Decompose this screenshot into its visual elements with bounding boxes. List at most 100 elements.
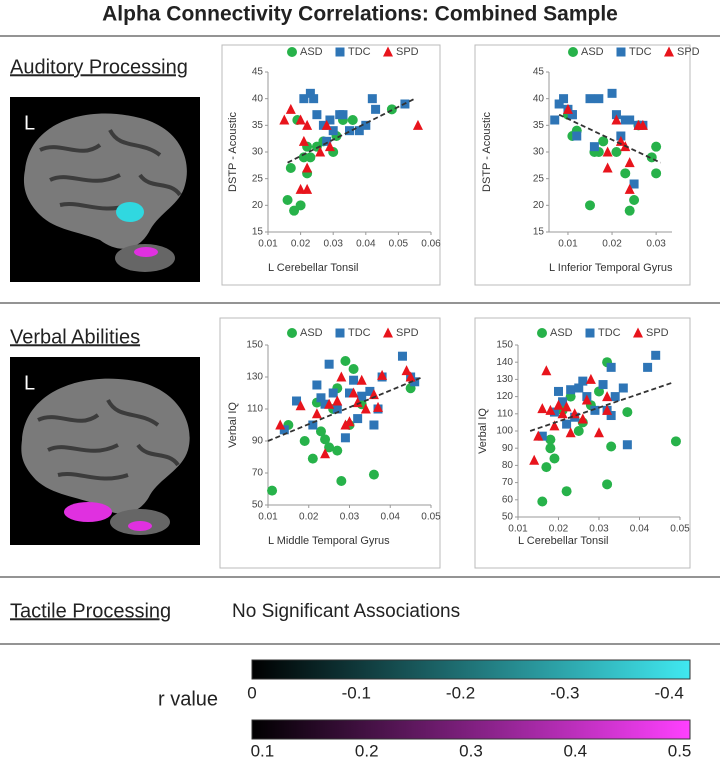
point [585, 373, 596, 384]
legend-marker [568, 47, 578, 57]
y-tick-label: 35 [252, 120, 264, 131]
legend-label: ASD [300, 327, 323, 339]
y-tick-label: 50 [252, 500, 264, 511]
point [316, 393, 326, 403]
section-label: Verbal Abilities [10, 326, 140, 348]
point [305, 88, 315, 98]
point [338, 110, 348, 120]
scatter-chart: 50 60 70 80 90 100 110 120 130 140 150 0.01 0.02 0.03… [474, 317, 691, 569]
point [345, 388, 354, 398]
point [562, 103, 573, 114]
point [320, 434, 331, 445]
point [585, 200, 595, 211]
point [537, 403, 548, 414]
legend-label: ASD [300, 46, 323, 58]
x-tick-label: 0.02 [549, 524, 569, 535]
point [643, 362, 653, 372]
point [267, 485, 278, 496]
point [275, 419, 286, 430]
legend-marker [616, 47, 626, 57]
point [611, 147, 622, 157]
x-tick-label: 0.06 [421, 239, 441, 250]
legend-marker [633, 327, 643, 338]
y-tick-label: 100 [496, 426, 513, 437]
point [285, 163, 296, 173]
point [624, 183, 635, 194]
y-tick-label: 50 [502, 512, 514, 523]
point [624, 157, 635, 168]
point [352, 397, 363, 408]
point [651, 168, 662, 179]
legend-marker [287, 328, 297, 338]
colorbar-tick-label: -0.3 [550, 683, 579, 702]
point [305, 152, 316, 163]
trendline [267, 376, 424, 442]
colorbar-tick-label: -0.1 [342, 683, 371, 702]
point [345, 126, 354, 136]
x-tick-label: 0.01 [558, 239, 578, 250]
point [602, 404, 613, 415]
chart-frame [474, 44, 691, 286]
point [602, 162, 613, 173]
point [292, 396, 302, 406]
point [577, 413, 588, 424]
point [541, 365, 552, 376]
point [562, 419, 572, 429]
point [336, 476, 347, 486]
point [561, 486, 572, 497]
point [574, 383, 584, 393]
point [324, 398, 335, 409]
point [545, 404, 556, 415]
x-axis-label: L Cerebellar Tonsil [268, 262, 359, 274]
point [368, 389, 379, 400]
point [315, 426, 326, 437]
point [550, 115, 560, 125]
legend-marker [664, 46, 674, 57]
point [572, 131, 582, 141]
tactile-result: No Significant Associations [232, 601, 460, 622]
y-tick-label: 80 [502, 460, 514, 471]
point [637, 119, 648, 130]
y-tick-label: 25 [533, 173, 545, 184]
point [622, 440, 632, 450]
point [537, 496, 548, 507]
point [302, 183, 313, 194]
point [559, 94, 569, 104]
colorbar-tick-label: 0.2 [355, 741, 379, 760]
point [302, 162, 313, 173]
legend-marker [537, 328, 547, 338]
point [565, 427, 576, 438]
point [622, 407, 633, 418]
x-tick-label: 0.05 [389, 239, 409, 250]
point [401, 365, 412, 376]
point [295, 114, 306, 125]
hemisphere-label: L [24, 372, 35, 394]
point [322, 136, 332, 146]
y-tick-label: 70 [502, 477, 514, 488]
point [328, 388, 338, 398]
point [373, 401, 384, 412]
point [367, 94, 377, 104]
point [533, 430, 544, 441]
point [651, 141, 662, 152]
point [299, 94, 309, 104]
point [311, 408, 322, 419]
point [529, 454, 540, 465]
point [321, 119, 332, 130]
point [299, 436, 310, 446]
point [298, 135, 309, 146]
point [549, 407, 559, 417]
point [549, 453, 560, 464]
point [307, 453, 318, 464]
point [607, 88, 617, 98]
y-tick-label: 120 [496, 391, 513, 402]
legend-marker [383, 46, 393, 57]
colorbar [251, 659, 691, 680]
point [594, 94, 604, 104]
legend-label: TDC [348, 46, 371, 58]
point [347, 115, 358, 125]
point [309, 94, 319, 104]
point [282, 195, 293, 205]
scatter-chart: 15 20 25 30 35 40 45 0.01 0.02 0.03 0.04 0.05 0.06 L … [221, 44, 441, 286]
x-tick-label: 0.03 [646, 239, 666, 250]
